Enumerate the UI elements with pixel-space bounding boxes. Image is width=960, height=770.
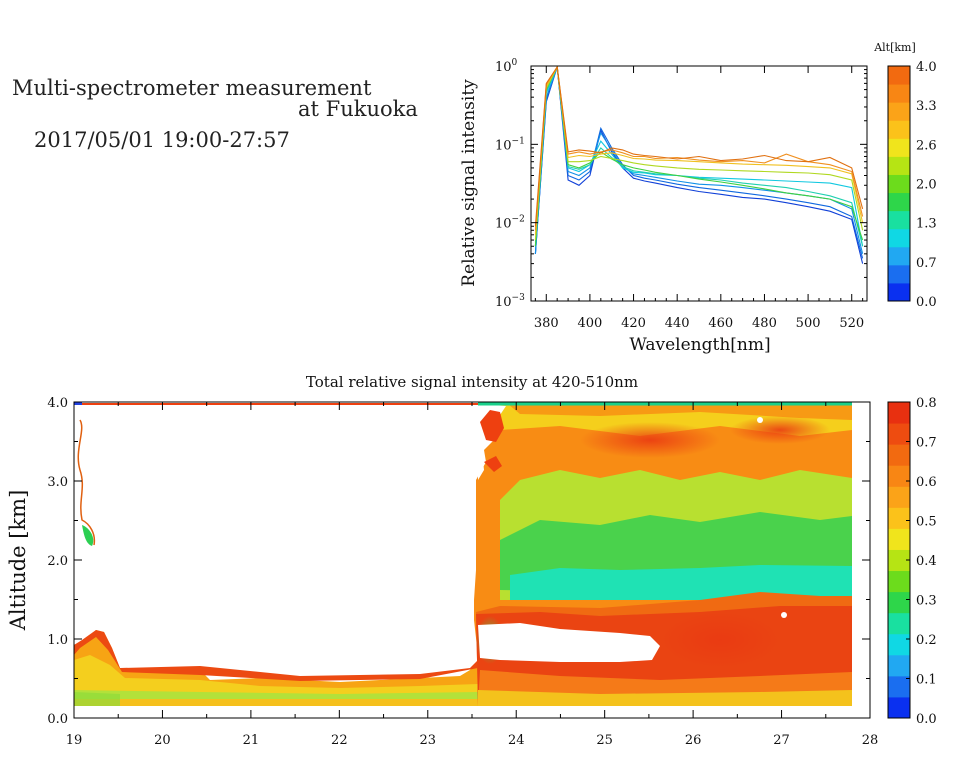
heatmap-xtick-label: 28 (862, 733, 879, 748)
value-colorbar-label: 0.7 (916, 436, 937, 451)
heatmap-ytick-label: 2.0 (47, 554, 68, 569)
altitude-colorbar-segment (888, 264, 910, 284)
altitude-colorbar-label: 0.0 (916, 295, 937, 310)
value-colorbar-segment (888, 570, 910, 593)
spectrum-series-line-6 (534, 66, 864, 241)
title-line-1: Multi-spectrometer measurement (12, 76, 372, 100)
heatmap-xtick-label: 19 (66, 733, 83, 748)
altitude-colorbar-segment (888, 102, 910, 121)
spectrum-ytick-label: 10−1 (495, 136, 525, 153)
title-line-2: at Fukuoka (298, 97, 418, 121)
heatmap-ylabel: Altitude [km] (6, 490, 30, 632)
value-colorbar-label: 0.3 (916, 594, 937, 609)
heatmap-xtick-label: 23 (420, 733, 437, 748)
value-colorbar-segment (888, 633, 910, 656)
spectrum-xtick-label: 380 (534, 316, 559, 331)
heatmap-xtick-label: 22 (331, 733, 348, 748)
spectrum-series-line-3 (534, 66, 864, 247)
value-colorbar-label: 0.6 (916, 475, 937, 490)
value-colorbar-segment (888, 507, 910, 529)
altitude-colorbar-segment (888, 174, 910, 194)
altitude-colorbar-segment (888, 120, 910, 139)
altitude-colorbar-label: 2.6 (916, 138, 937, 153)
value-colorbar-label: 0.5 (916, 515, 937, 530)
heatmap-xtick-label: 20 (154, 733, 171, 748)
altitude-colorbar-label: 1.3 (916, 217, 937, 232)
altitude-colorbar-segment (888, 246, 910, 266)
heatmap-field (74, 402, 852, 706)
spectrum-xtick-label: 520 (839, 316, 864, 331)
heatmap-axis-ticks: 19 20 21 22 23 24 25 26 27 28 0.0 1.0 2.0 3.0 4.0 (47, 396, 878, 748)
spectrum-series-line-9 (534, 66, 864, 227)
value-colorbar-segment (888, 465, 910, 487)
heatmap-title: Total relative signal intensity at 420-5… (306, 373, 638, 391)
value-colorbar-segment (888, 423, 910, 445)
value-colorbar-segment (888, 696, 910, 719)
heatmap-xtick-label: 26 (685, 733, 702, 748)
spectrum-series-line-1 (534, 66, 864, 259)
spectrum-xtick-label: 440 (665, 316, 690, 331)
heatmap-ytick-label: 0.0 (47, 712, 68, 727)
heatmap-xtick-label: 25 (596, 733, 613, 748)
heatmap-xtick-label: 27 (773, 733, 790, 748)
altitude-colorbar-segment (888, 84, 910, 103)
altitude-colorbar-segment (888, 228, 910, 248)
spectrum-series-line-0 (534, 66, 864, 264)
spectrum-series-line-4 (534, 66, 864, 247)
value-colorbar-segment (888, 612, 910, 635)
value-colorbar-segment (888, 444, 910, 466)
value-colorbar-segment (888, 528, 910, 550)
spectrum-xtick-label: 400 (577, 316, 602, 331)
value-colorbar-label: 0.8 (916, 396, 937, 411)
altitude-colorbar-segment (888, 66, 910, 85)
heatmap-ytick-label: 1.0 (47, 633, 68, 648)
value-colorbar-segment (888, 654, 910, 677)
value-colorbar-segment (888, 675, 910, 698)
heatmap-ytick-label: 3.0 (47, 475, 68, 490)
altitude-colorbar-frame (887, 65, 911, 302)
value-colorbar-label: 0.1 (916, 673, 937, 688)
altitude-colorbar-label: 2.0 (916, 178, 937, 193)
spectrum-series-line-5 (534, 66, 864, 247)
spectrum-series-group (534, 66, 864, 264)
date-range: 2017/05/01 19:00-27:57 (34, 128, 290, 152)
spectrum-ytick-label: 10−3 (495, 293, 525, 310)
spectrum-ytick-label: 100 (495, 58, 518, 75)
spectrum-xtick-label: 420 (621, 316, 646, 331)
altitude-colorbar-segment (888, 192, 910, 212)
altitude-colorbar-label: 4.0 (916, 60, 937, 75)
spectrum-series-line-7 (534, 66, 864, 235)
value-colorbar-label: 0.0 (916, 712, 937, 727)
altitude-colorbar-label: 3.3 (916, 99, 937, 114)
spectrum-axis-ticks: 380 400 420 440 460 480 500 520 100 10−1 10−2 10−3 (495, 58, 867, 331)
value-colorbar-segment (888, 591, 910, 614)
altitude-colorbar-segment (888, 156, 910, 175)
value-colorbar-segment (888, 486, 910, 508)
spectrum-xlabel: Wavelength[nm] (629, 335, 770, 355)
value-colorbar-label: 0.2 (916, 633, 937, 648)
heatmap-xtick-label: 21 (243, 733, 260, 748)
value-colorbar: 0.0 0.1 0.2 0.3 0.4 0.5 0.6 0.7 0.8 (887, 396, 937, 727)
altitude-colorbar-label: 0.7 (916, 256, 937, 271)
value-colorbar-segment (888, 549, 910, 572)
altitude-colorbar-segment (888, 210, 910, 230)
heatmap-xtick-label: 24 (508, 733, 525, 748)
value-colorbar-label: 0.4 (916, 554, 937, 569)
spectrum-ylabel: Relative signal intensity (459, 79, 479, 287)
spectrum-xtick-label: 480 (752, 316, 777, 331)
heatmap-ytick-label: 4.0 (47, 396, 68, 411)
spectrum-series-line-8 (534, 66, 864, 231)
spectrum-xtick-label: 460 (708, 316, 733, 331)
value-colorbar-segment (888, 402, 910, 424)
altitude-colorbar-segment (888, 282, 910, 302)
altitude-colorbar: 4.0 3.3 2.6 2.0 1.3 0.7 0.0 (887, 60, 937, 310)
spectrum-ytick-label: 10−2 (495, 215, 525, 232)
colorbar-alt-title: Alt[km] (873, 41, 916, 54)
spectrum-xtick-label: 500 (796, 316, 821, 331)
altitude-colorbar-segment (888, 138, 910, 157)
